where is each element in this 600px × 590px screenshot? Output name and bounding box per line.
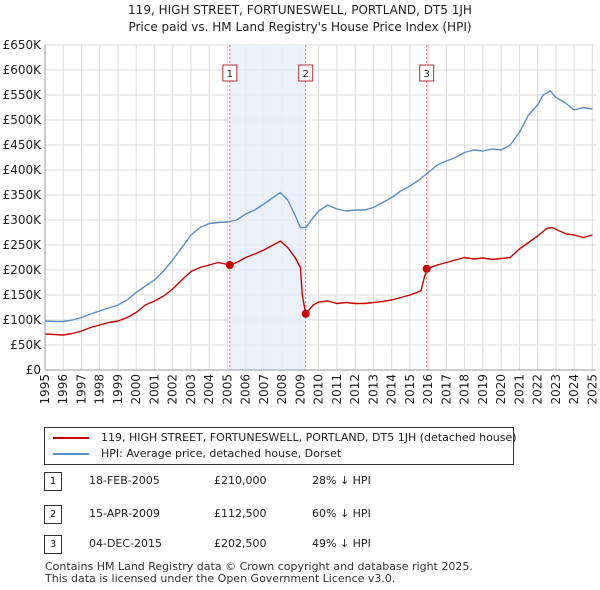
grid [44, 44, 596, 371]
sale-marker-badge: 3 [44, 535, 62, 554]
x-tick-label: 1996 [56, 374, 70, 405]
x-tick-label: 2020 [494, 374, 508, 405]
x-tick-label: 2001 [147, 374, 161, 405]
sale-price: £112,500 [214, 507, 267, 520]
footer-licence: This data is licensed under the Open Gov… [45, 572, 396, 585]
sale-marker-badge: 1 [44, 472, 62, 491]
sale-date: 15-APR-2009 [89, 507, 161, 520]
sale-hpi-diff: 28% ↓ HPI [312, 474, 371, 487]
x-tick-label: 2016 [421, 374, 435, 405]
x-tick-label: 1999 [111, 374, 125, 405]
x-tick-label: 2005 [220, 374, 234, 405]
x-tick-label: 2002 [166, 374, 180, 405]
sale-label: 3 [423, 69, 429, 80]
y-tick-label: £0 [26, 363, 41, 377]
sale-marker-layer: 1 2 3 [222, 64, 435, 318]
chart-subtitle: Price paid vs. HM Land Registry's House … [128, 20, 472, 34]
y-tick-label: £100K [3, 313, 43, 327]
x-tick-label: 1998 [93, 374, 107, 405]
x-tick-label: 2007 [257, 374, 271, 405]
legend-label-hpi: HPI: Average price, detached house, Dors… [101, 447, 342, 460]
legend-swatch-hpi [53, 453, 89, 455]
x-tick-label: 1995 [38, 374, 52, 405]
footer-copyright: Contains HM Land Registry data © Crown c… [45, 560, 473, 573]
x-tick-label: 2006 [239, 374, 253, 405]
shaded-period-layer [229, 45, 306, 370]
x-tick-label: 2008 [275, 374, 289, 405]
sale-marker-badge: 2 [44, 505, 62, 524]
axis-layer: £0 £50K £100K £150K £200K £250K £300K £350K £400… [3, 38, 600, 405]
x-tick-label: 2015 [403, 374, 417, 405]
x-tick-label: 2000 [129, 374, 143, 405]
sale-point [301, 309, 310, 318]
x-tick-label: 2017 [439, 374, 453, 405]
sale-price: £210,000 [214, 474, 267, 487]
x-tick-label: 2022 [531, 374, 545, 405]
legend-swatch-property [53, 437, 89, 439]
x-tick-label: 1997 [74, 374, 88, 405]
x-tick-label: 2011 [330, 374, 344, 405]
sale-label-box [222, 64, 238, 82]
x-tick-label: 2013 [366, 374, 380, 405]
shaded-period [229, 45, 306, 370]
sale-point [225, 261, 234, 269]
x-tick-label: 2009 [293, 374, 307, 405]
chart-title: 119, HIGH STREET, FORTUNESWELL, PORTLAND… [128, 3, 472, 17]
y-tick-label: £400K [3, 163, 43, 177]
y-tick-label: £550K [3, 88, 43, 102]
series-layer [44, 90, 593, 336]
price-chart: 1 2 3 £0 £50K £100K £150K £200K £250K £300K £350K… [3, 38, 600, 405]
series-line-hpi [44, 90, 593, 323]
x-tick-label: 2003 [184, 374, 198, 405]
y-tick-label: £250K [3, 238, 43, 252]
y-tick-label: £350K [3, 188, 43, 202]
y-tick-label: £300K [3, 213, 43, 227]
sale-date: 18-FEB-2005 [89, 474, 160, 487]
x-tick-label: 2012 [348, 374, 362, 405]
legend-label-property: 119, HIGH STREET, FORTUNESWELL, PORTLAND… [101, 431, 517, 444]
sale-hpi-diff: 60% ↓ HPI [312, 507, 371, 520]
sale-label-box [419, 64, 435, 82]
sale-label: 1 [227, 69, 233, 80]
sale-price: £202,500 [214, 537, 267, 550]
y-tick-label: £200K [3, 263, 43, 277]
sale-row: 1 18-FEB-2005 £210,000 28% ↓ HPI [44, 472, 464, 492]
x-tick-label: 2010 [312, 374, 326, 405]
x-tick-label: 2021 [512, 374, 526, 405]
y-tick-label: £150K [3, 288, 43, 302]
sale-label: 2 [303, 69, 309, 80]
x-tick-label: 2014 [385, 374, 399, 405]
x-tick-label: 2004 [202, 374, 216, 405]
sale-row: 2 15-APR-2009 £112,500 60% ↓ HPI [44, 505, 464, 525]
sale-point [422, 264, 431, 273]
series-line-property [44, 226, 593, 336]
sale-date: 04-DEC-2015 [89, 537, 163, 550]
sale-hpi-diff: 49% ↓ HPI [312, 537, 371, 550]
plot-area [45, 45, 596, 370]
x-tick-label: 2018 [458, 374, 472, 405]
y-tick-label: £500K [3, 113, 43, 127]
sale-label-box [298, 64, 314, 82]
x-tick-label: 2023 [549, 374, 563, 405]
y-tick-label: £50K [10, 338, 42, 352]
legend: 119, HIGH STREET, FORTUNESWELL, PORTLAND… [44, 427, 517, 465]
y-tick-label: £600K [3, 63, 43, 77]
y-tick-label: £450K [3, 138, 43, 152]
x-tick-label: 2025 [585, 374, 599, 405]
sale-row: 3 04-DEC-2015 £202,500 49% ↓ HPI [44, 535, 464, 555]
y-tick-label: £650K [3, 38, 43, 52]
x-tick-label: 2024 [567, 374, 581, 405]
x-tick-label: 2019 [476, 374, 490, 405]
